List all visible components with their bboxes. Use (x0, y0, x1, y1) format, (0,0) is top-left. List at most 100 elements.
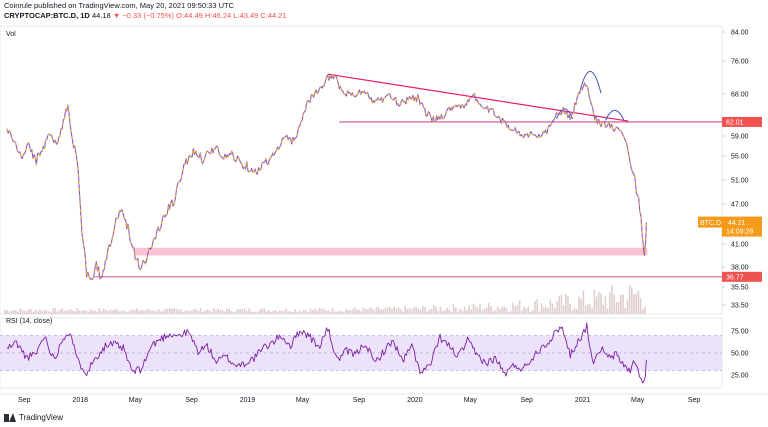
level-label-bottom: 36.77 (722, 271, 762, 282)
volume-bar (402, 311, 404, 314)
volume-bar (197, 310, 200, 314)
volume-bar (307, 311, 310, 314)
volume-bar (292, 311, 294, 314)
current-price-label: BTC.D 44.21 14:09:28 (698, 216, 762, 237)
volume-bar (642, 308, 644, 314)
volume-bar (635, 293, 637, 314)
volume-bar (23, 310, 26, 314)
volume-bar (294, 309, 296, 314)
y-tick-label: 47.00 (731, 202, 749, 209)
volume-bar (466, 309, 468, 314)
volume-bar (342, 311, 345, 314)
price-axis[interactable]: 84.00 76.00 68.00 59.00 55.00 51.00 47.00 41.00… (722, 30, 749, 310)
time-axis[interactable]: Sep 2018 May Sep 2019 May Sep 2020 May Sep 2021 May… (18, 397, 700, 404)
volume-bar (587, 303, 589, 314)
volume-bar (232, 311, 235, 314)
volume-bar (153, 310, 156, 314)
volume-bar (545, 306, 547, 314)
support-zone (135, 247, 648, 256)
x-tick-label: 2019 (240, 397, 256, 404)
volume-bar (397, 307, 400, 314)
volume-bar (226, 308, 228, 314)
x-tick-label: Sep (520, 397, 533, 404)
volume-bar (147, 308, 149, 314)
volume-bar (19, 308, 21, 314)
volume-bar (250, 311, 252, 314)
symbol-name[interactable]: CRYPTOCAP:BTC.D, 1D (4, 11, 90, 20)
volume-bar (523, 306, 525, 314)
volume-bar (626, 299, 629, 314)
price-series (6, 73, 647, 281)
x-tick-label: May (296, 397, 310, 404)
volume-bar (81, 311, 83, 314)
volume-bar (4, 310, 6, 314)
volume-bar (516, 304, 519, 314)
volume-bar (439, 307, 442, 314)
volume-bar (358, 309, 360, 314)
volume-bar (503, 306, 505, 314)
volume-bar (600, 293, 602, 314)
volume-bar (252, 311, 255, 314)
volume-bar (560, 294, 563, 314)
volume-bar (474, 306, 477, 314)
volume-bar (301, 311, 303, 314)
volume-bar (490, 306, 492, 314)
price-pane[interactable]: Vol (4, 31, 722, 314)
level-label-bottom-bg (722, 271, 762, 282)
volume-bar (215, 310, 217, 314)
volume-bar (276, 311, 279, 314)
volume-bar (505, 308, 508, 314)
volume-bar (268, 309, 270, 314)
volume-bar (155, 311, 158, 314)
volume-bar (534, 301, 536, 314)
volume-bar (441, 310, 444, 314)
volume-bar (532, 310, 534, 314)
shoulder-arc (578, 71, 602, 94)
volume-bar (569, 303, 571, 314)
volume-bar (296, 311, 299, 314)
volume-bar (512, 302, 514, 314)
volume-bar (536, 299, 538, 314)
volume-bar (59, 310, 61, 314)
volume-bar (50, 311, 52, 314)
volume-bar (195, 309, 197, 314)
volume-bar (193, 309, 195, 314)
price-change: −0.33 (−0.75%) (122, 11, 175, 20)
volume-bar (578, 296, 580, 314)
volume-bar (30, 309, 32, 314)
price-line-down (6, 73, 647, 281)
rsi-axis[interactable]: 75.00 50.00 25.00 (731, 329, 749, 380)
volume-bar (37, 311, 39, 314)
volume-bar (582, 290, 585, 314)
chart-area[interactable]: Vol RSI (14, close) 84.00 76.00 68.00 59.00… (0, 22, 768, 408)
x-tick-label: May (631, 397, 645, 404)
volume-bar (131, 309, 134, 314)
volume-bar (562, 304, 565, 314)
volume-bar (598, 291, 600, 314)
volume-bar (246, 311, 248, 314)
x-tick-label: May (129, 397, 143, 404)
rsi-series (6, 322, 647, 384)
volume-bar (408, 307, 411, 314)
volume-bar (507, 311, 510, 314)
tradingview-logo[interactable]: TradingView (4, 413, 63, 422)
volume-bar (265, 311, 268, 314)
volume-bar (448, 309, 450, 314)
volume-bar (364, 308, 367, 314)
rsi-pane[interactable]: RSI (14, close) (0, 318, 722, 384)
volume-bar (48, 311, 50, 314)
level-label-top-bg (722, 116, 762, 127)
volume-bar (615, 302, 618, 314)
volume-bar (241, 309, 244, 314)
volume-bar (208, 310, 211, 314)
volume-bar (428, 309, 431, 314)
volume-bar (389, 306, 391, 314)
y-tick-label: 41.00 (731, 242, 749, 249)
volume-bar (285, 308, 288, 314)
volume-bar (371, 308, 373, 314)
volume-bar (351, 309, 354, 314)
volume-bar (312, 310, 314, 314)
volume-bar (283, 310, 285, 314)
volume-bar (395, 308, 398, 314)
ohlc-values: O:44.49 H:46.24 L:43.49 C:44.21 (176, 11, 287, 20)
